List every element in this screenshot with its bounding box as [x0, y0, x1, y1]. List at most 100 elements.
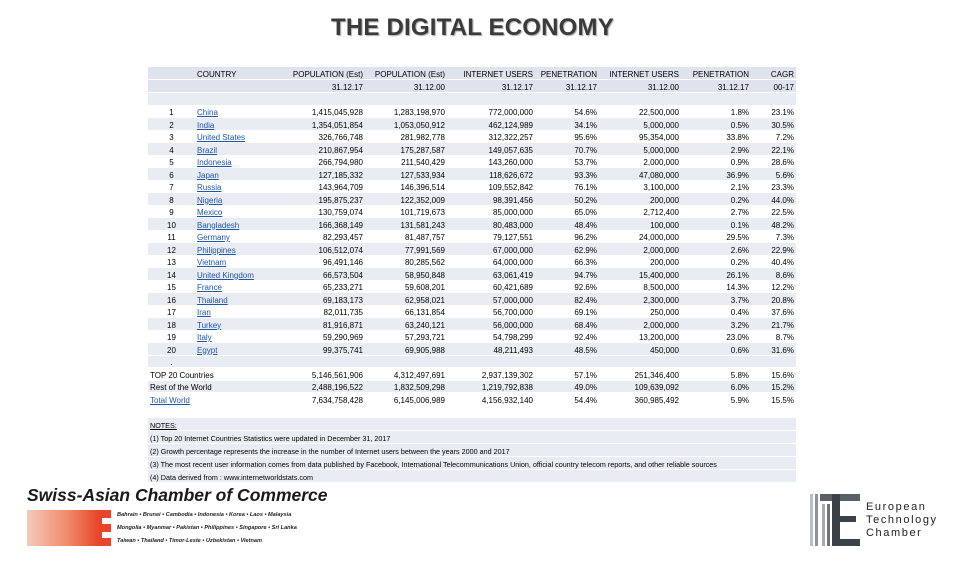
header-date-cell: 31.12.00	[599, 79, 681, 93]
population-2000-cell: 58,950,848	[365, 267, 447, 280]
table-row: 15 France 65,233,271 59,608,201 60,421,689 92…	[148, 279, 796, 293]
population-2000-cell: 59,608,201	[365, 279, 447, 293]
country-cell: Iran	[195, 304, 273, 318]
country-link[interactable]: Philippines	[197, 245, 236, 255]
country-link[interactable]: Indonesia	[197, 158, 232, 167]
internet-users-2000-cell: 200,000	[599, 192, 681, 205]
header-date-cell: 31.12.17	[535, 79, 599, 93]
penetration-2000-cell: 2.9%	[681, 142, 751, 155]
rank-cell: 6	[148, 167, 195, 180]
country-link[interactable]: Vietnam	[197, 258, 227, 267]
table-row: 20 Egypt 99,375,741 69,905,988 48,211,493 48.…	[148, 342, 796, 355]
population-2017-cell: 99,375,741	[273, 342, 365, 355]
internet-users-2017-cell: 54,798,299	[447, 329, 535, 343]
table-row: 16 Thailand 69,183,173 62,958,021 57,000,000…	[148, 292, 796, 305]
table-body: COUNTRY POPULATION (Est) POPULATION (Est…	[148, 66, 796, 482]
internet-users-2017-cell: 64,000,000	[447, 254, 535, 268]
table-row: 13 Vietnam 96,491,146 80,285,562 64,000,000 6…	[148, 254, 796, 268]
country-link[interactable]: Thailand	[197, 295, 228, 305]
country-link[interactable]: Germany	[197, 233, 230, 242]
country-link[interactable]: Egypt	[197, 345, 218, 355]
internet-users-2000-cell: 2,000,000	[599, 317, 681, 330]
internet-users-2000-cell: 24,000,000	[599, 229, 681, 243]
internet-users-2017-cell: 118,626,672	[447, 167, 535, 180]
internet-users-2000-cell: 2,000,000	[599, 154, 681, 168]
population-2000-cell: 81,487,757	[365, 229, 447, 243]
penetration-2017-cell: 96.2%	[535, 229, 599, 243]
cagr-cell: 30.5%	[751, 117, 796, 130]
table-row: 11 Germany 82,293,457 81,487,757 79,127,551 9…	[148, 229, 796, 243]
internet-users-2000-cell: 251,346,400	[599, 367, 681, 380]
penetration-2017-cell: 54.6%	[535, 104, 599, 118]
penetration-2017-cell: 69.1%	[535, 304, 599, 318]
internet-users-2000-cell: 2,300,000	[599, 292, 681, 305]
penetration-2017-cell: 82.4%	[535, 292, 599, 305]
internet-users-2017-cell: 143,260,000	[447, 154, 535, 168]
country-link[interactable]: Italy	[197, 333, 212, 342]
penetration-2000-cell: 3.7%	[681, 292, 751, 305]
header-cell: PENETRATION	[535, 66, 599, 80]
internet-users-2017-cell: 63,061,419	[447, 267, 535, 280]
cagr-cell: 31.6%	[751, 342, 796, 355]
total-world-link[interactable]: Total World	[150, 395, 190, 405]
population-2017-cell: 106,512,074	[273, 242, 365, 255]
country-link[interactable]: Bangladesh	[197, 220, 240, 230]
penetration-2017-cell: 94.7%	[535, 267, 599, 280]
cagr-cell: 8.7%	[751, 329, 796, 343]
country-link[interactable]: Japan	[197, 170, 219, 180]
country-link[interactable]: France	[197, 283, 222, 292]
population-2017-cell: 143,964,709	[273, 179, 365, 193]
etc-name: European Technology Chamber	[866, 501, 938, 540]
table-row: 9 Mexico 130,759,074 101,719,673 85,000,000 6…	[148, 204, 796, 218]
internet-users-2000-cell: 360,985,492	[599, 392, 681, 405]
table-row: 19 Italy 59,290,969 57,293,721 54,798,299 92.…	[148, 329, 796, 343]
header-cell	[148, 66, 195, 80]
population-2000-cell: 131,581,243	[365, 217, 447, 230]
country-link[interactable]: Russia	[197, 183, 222, 192]
population-2000-cell: 281,982,778	[365, 129, 447, 143]
country-link[interactable]: India	[197, 120, 215, 130]
internet-users-2000-cell: 2,000,000	[599, 242, 681, 255]
header-date-cell: 31.12.17	[447, 79, 535, 93]
penetration-2000-cell: 0.9%	[681, 154, 751, 168]
population-2000-cell: 101,719,673	[365, 204, 447, 218]
population-2000-cell: 175,287,587	[365, 142, 447, 155]
country-cell: Indonesia	[195, 154, 273, 168]
internet-users-2017-cell: 2,937,139,302	[447, 367, 535, 380]
penetration-2017-cell: 92.6%	[535, 279, 599, 293]
country-link[interactable]: China	[197, 108, 218, 117]
header-cell: INTERNET USERS	[447, 66, 535, 80]
penetration-2017-cell: 48.5%	[535, 342, 599, 355]
country-link[interactable]: United Kingdom	[197, 270, 254, 280]
population-2000-cell: 1,053,050,912	[365, 117, 447, 130]
sacc-title: Swiss-Asian Chamber of Commerce	[27, 485, 328, 505]
internet-users-2000-cell: 5,000,000	[599, 117, 681, 130]
internet-stats-table: COUNTRY POPULATION (Est) POPULATION (Est…	[148, 66, 796, 482]
population-2000-cell: 127,533,934	[365, 167, 447, 180]
etc-logo-icon	[808, 492, 860, 548]
cagr-cell: 21.7%	[751, 317, 796, 330]
notes-heading: NOTES:	[150, 421, 177, 430]
internet-users-2017-cell: 98,391,456	[447, 192, 535, 205]
country-link[interactable]: Brazil	[197, 145, 218, 155]
country-link[interactable]: United States	[197, 133, 246, 142]
totals-label-cell: TOP 20 Countries	[148, 367, 273, 380]
country-link[interactable]: Nigeria	[197, 195, 223, 205]
rank-cell: 16	[148, 292, 195, 305]
country-link[interactable]: Mexico	[197, 208, 223, 217]
internet-users-2000-cell: 109,639,092	[599, 379, 681, 393]
table-row: 3 United States 326,766,748 281,982,778 312,…	[148, 129, 796, 143]
population-2017-cell: 5,146,561,906	[273, 367, 365, 380]
internet-users-2017-cell: 57,000,000	[447, 292, 535, 305]
cagr-cell: 23.3%	[751, 179, 796, 193]
sacc-logo-bar	[27, 510, 99, 546]
country-link[interactable]: Iran	[197, 308, 211, 317]
penetration-2017-cell: 49.0%	[535, 379, 599, 393]
penetration-2017-cell: 57.1%	[535, 367, 599, 380]
rank-cell: 9	[148, 204, 195, 218]
rank-cell: 20	[148, 342, 195, 355]
cagr-cell: 22.1%	[751, 142, 796, 155]
cagr-cell: 15.6%	[751, 367, 796, 380]
country-link[interactable]: Turkey	[197, 320, 222, 330]
population-2017-cell: 195,875,237	[273, 192, 365, 205]
